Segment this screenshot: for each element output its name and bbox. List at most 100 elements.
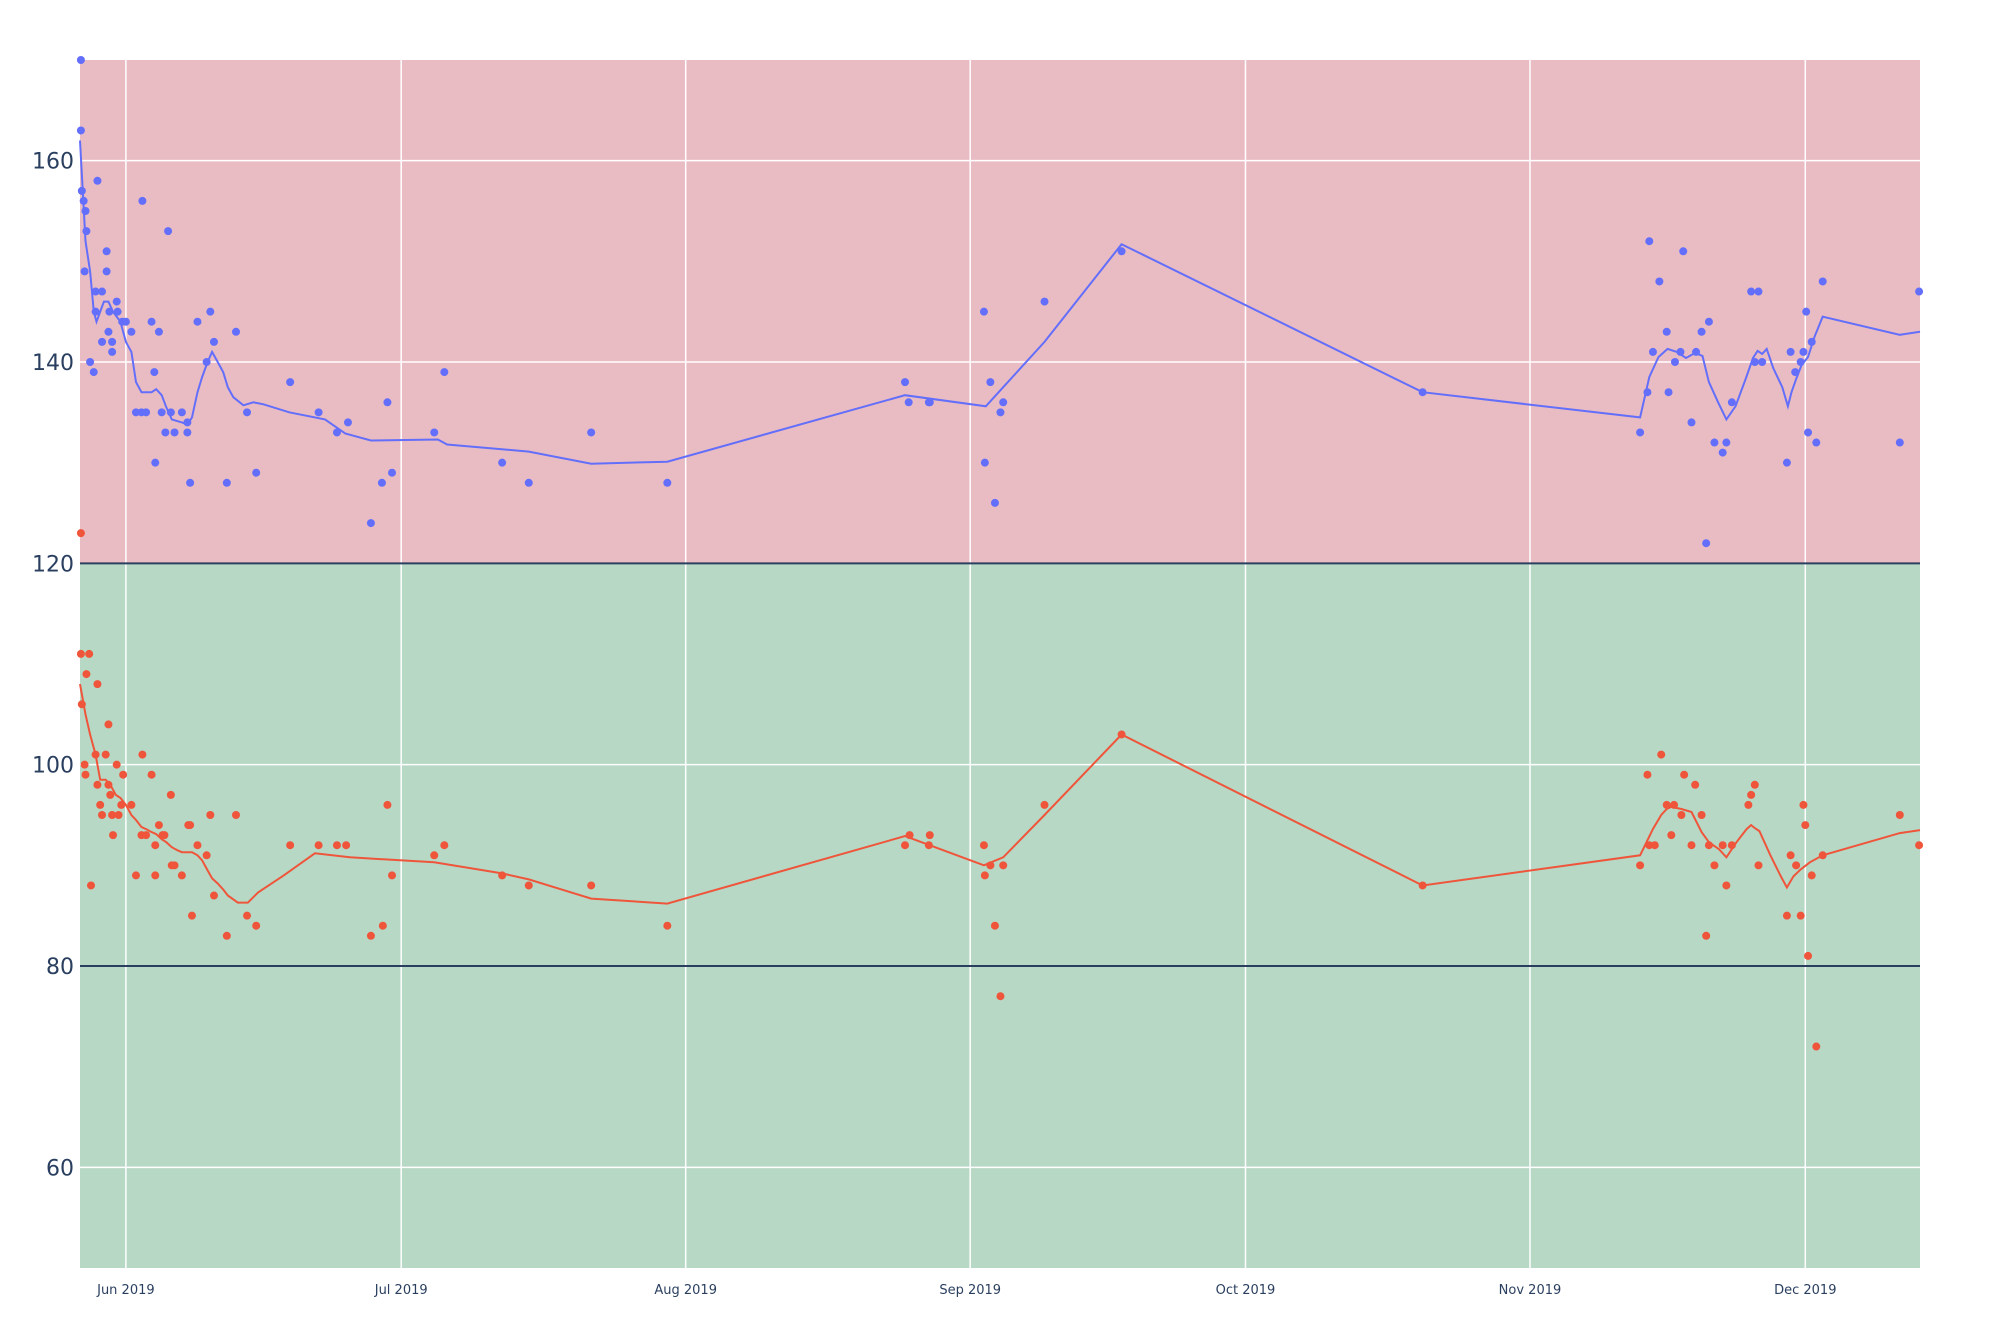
diastolic-point [1657, 750, 1666, 759]
systolic-point [286, 378, 295, 387]
diastolic-point [82, 670, 91, 679]
diastolic-point [1677, 811, 1686, 819]
systolic-point [77, 186, 86, 195]
diastolic-point [1722, 881, 1731, 890]
diastolic-point [93, 680, 102, 689]
diastolic-point [142, 831, 151, 840]
systolic-point [202, 358, 211, 366]
diastolic-point [109, 831, 118, 840]
systolic-point [108, 347, 117, 356]
systolic-point [343, 418, 352, 427]
systolic-point [232, 327, 241, 336]
diastolic-point [81, 770, 90, 779]
systolic-point [222, 478, 231, 487]
systolic-point [138, 196, 147, 205]
systolic-point [113, 307, 122, 316]
systolic-point [81, 207, 90, 215]
systolic-point [183, 418, 192, 427]
systolic-point [89, 368, 98, 377]
systolic-point [498, 458, 507, 467]
systolic-point [1704, 317, 1713, 326]
systolic-point [1418, 388, 1427, 397]
normal-zone [80, 563, 1920, 1268]
systolic-point [1782, 458, 1791, 467]
diastolic-point [1895, 811, 1904, 819]
diastolic-point [1418, 881, 1427, 890]
diastolic-point [1818, 851, 1827, 860]
y-axis: 60 80 100 120 140 160 [32, 150, 74, 1182]
diastolic-point [193, 841, 202, 850]
x-tick-label: Jun 2019 [96, 1283, 155, 1298]
diastolic-point [925, 831, 934, 840]
systolic-point [1895, 438, 1904, 447]
systolic-point [1722, 438, 1731, 447]
systolic-point [193, 317, 202, 326]
systolic-point [1786, 347, 1795, 356]
diastolic-point [1744, 800, 1753, 809]
diastolic-point [202, 851, 211, 860]
systolic-point [161, 428, 170, 437]
diastolic-point [101, 750, 110, 759]
systolic-point [82, 227, 91, 236]
systolic-point [76, 56, 85, 64]
x-tick-label: Jul 2019 [374, 1283, 428, 1298]
systolic-point [1648, 347, 1657, 356]
diastolic-point [587, 881, 596, 890]
systolic-point [1796, 358, 1805, 366]
diastolic-point [1750, 780, 1759, 789]
systolic-point [314, 408, 323, 417]
systolic-point [164, 227, 173, 236]
systolic-point [151, 458, 160, 467]
diastolic-point [1650, 841, 1659, 850]
x-tick-label: Sep 2019 [939, 1283, 1001, 1298]
systolic-point [1676, 347, 1685, 356]
diastolic-point [996, 992, 1005, 1001]
diastolic-point [1704, 841, 1713, 850]
diastolic-point [440, 841, 449, 850]
systolic-point [243, 408, 252, 417]
systolic-point [186, 478, 195, 487]
diastolic-point [498, 871, 507, 880]
diastolic-point [209, 891, 218, 900]
systolic-point [1040, 297, 1049, 306]
systolic-point [1915, 287, 1924, 296]
systolic-point [979, 307, 988, 316]
diastolic-point [1812, 1042, 1821, 1051]
series-systolic [76, 56, 1924, 548]
x-tick-label: Dec 2019 [1774, 1283, 1836, 1298]
diastolic-point [154, 821, 163, 830]
diastolic-point [901, 841, 910, 850]
diastolic-point [332, 841, 341, 850]
systolic-point [108, 337, 117, 346]
y-tick-label: 120 [32, 552, 74, 577]
diastolic-point [112, 760, 121, 769]
diastolic-point [76, 529, 85, 538]
systolic-point [1718, 448, 1727, 457]
systolic-point [925, 398, 934, 407]
systolic-point [366, 519, 375, 528]
x-tick-label: Nov 2019 [1499, 1283, 1562, 1298]
systolic-point [1710, 438, 1719, 447]
systolic-point [86, 358, 95, 366]
diastolic-point [924, 841, 933, 850]
diastolic-point [980, 871, 989, 880]
systolic-point [332, 428, 341, 437]
diastolic-point [131, 871, 140, 880]
systolic-point [1807, 337, 1816, 346]
diastolic-point [170, 861, 179, 870]
systolic-point [524, 478, 533, 487]
diastolic-point [127, 800, 136, 809]
diastolic-trend-line [79, 683, 1921, 905]
diastolic-point [1670, 800, 1679, 809]
diastolic-point [104, 720, 113, 729]
systolic-point [587, 428, 596, 437]
systolic-point [102, 247, 111, 256]
diastolic-point [1804, 951, 1813, 960]
diastolic-point [314, 841, 323, 850]
diastolic-point [77, 700, 86, 709]
systolic-point [131, 408, 140, 417]
systolic-point [1747, 287, 1756, 296]
systolic-point [177, 408, 186, 417]
diastolic-point [1796, 911, 1805, 920]
